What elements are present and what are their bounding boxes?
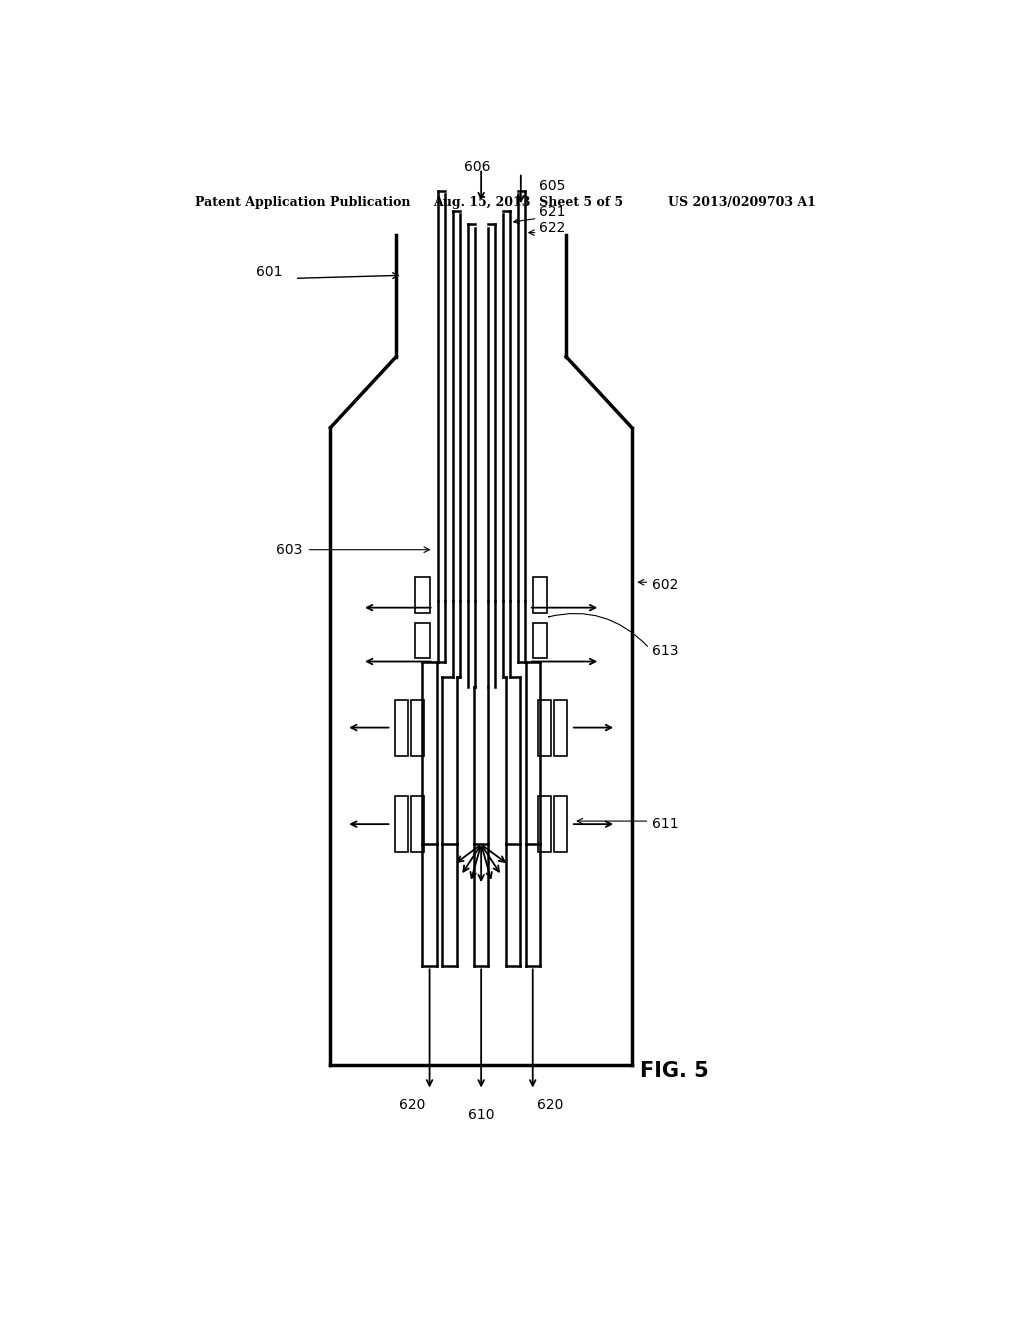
Text: Patent Application Publication: Patent Application Publication <box>196 195 411 209</box>
Text: 602: 602 <box>652 578 678 593</box>
Text: 622: 622 <box>539 220 565 235</box>
Bar <box>554 700 567 755</box>
FancyArrowPatch shape <box>549 614 647 647</box>
Text: 620: 620 <box>399 1097 426 1111</box>
Bar <box>412 700 424 755</box>
Bar <box>532 623 547 659</box>
Text: 606: 606 <box>464 160 490 174</box>
Bar <box>416 577 430 612</box>
Text: 613: 613 <box>652 644 678 659</box>
Text: 603: 603 <box>276 543 303 557</box>
Bar <box>532 577 547 612</box>
Bar <box>554 796 567 853</box>
Text: 620: 620 <box>537 1097 563 1111</box>
Text: 601: 601 <box>256 265 283 280</box>
Bar <box>395 796 409 853</box>
Text: 610: 610 <box>468 1107 495 1122</box>
Bar <box>416 623 430 659</box>
Text: FIG. 5: FIG. 5 <box>640 1061 709 1081</box>
Bar <box>412 796 424 853</box>
Text: 621: 621 <box>539 206 565 219</box>
Text: US 2013/0209703 A1: US 2013/0209703 A1 <box>668 195 815 209</box>
Bar <box>395 700 409 755</box>
Bar <box>539 700 551 755</box>
Text: Aug. 15, 2013  Sheet 5 of 5: Aug. 15, 2013 Sheet 5 of 5 <box>433 195 624 209</box>
Text: 611: 611 <box>652 817 679 832</box>
Text: 605: 605 <box>539 178 565 193</box>
Bar <box>539 796 551 853</box>
